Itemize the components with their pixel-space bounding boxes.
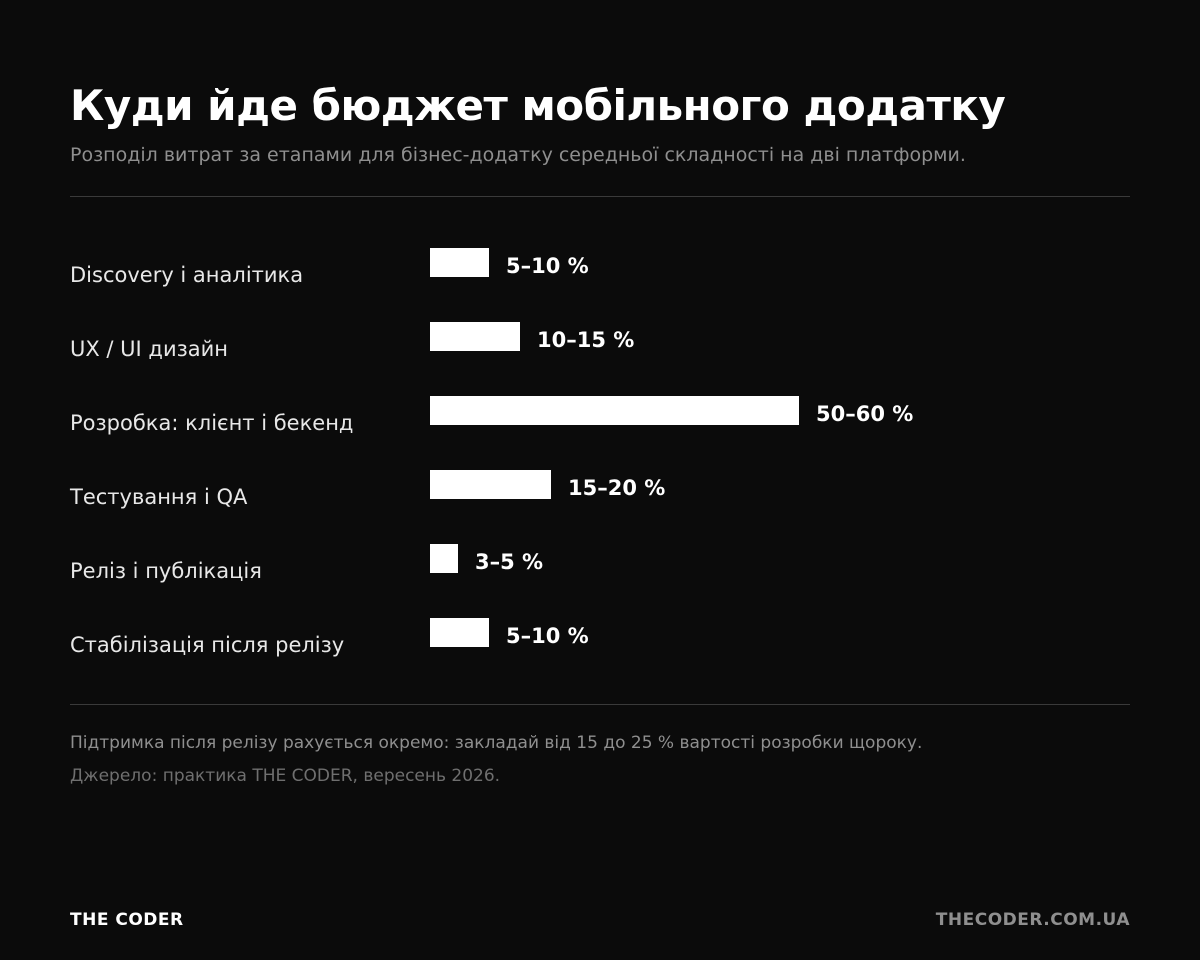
category-label: Discovery і аналітика [70, 263, 303, 287]
category-label: Стабілізація після релізу [70, 633, 344, 657]
value-label: 5–10 % [506, 254, 589, 278]
chart-title: Куди йде бюджет мобільного додатку [70, 81, 1006, 130]
value-label: 50–60 % [816, 402, 913, 426]
category-label: UX / UI дизайн [70, 337, 228, 361]
category-label: Реліз і публікація [70, 559, 262, 583]
bar [430, 322, 520, 351]
top-divider [70, 196, 1130, 197]
value-label: 15–20 % [568, 476, 665, 500]
bar [430, 544, 458, 573]
footnote: Підтримка після релізу рахується окремо:… [70, 733, 923, 753]
bottom-divider [70, 704, 1130, 705]
bar [430, 470, 551, 499]
value-label: 10–15 % [537, 328, 634, 352]
chart-subtitle: Розподіл витрат за етапами для бізнес-до… [70, 144, 966, 166]
category-label: Тестування і QA [69, 485, 248, 509]
category-label: Розробка: клієнт і бекенд [70, 411, 353, 435]
site-url: THECODER.COM.UA [935, 910, 1130, 930]
brand-logo-text: THE CODER [70, 910, 184, 930]
bar [430, 396, 799, 425]
bar [430, 618, 489, 647]
value-label: 5–10 % [506, 624, 589, 648]
bar [430, 248, 489, 277]
source-note: Джерело: практика THE CODER, вересень 20… [70, 766, 501, 786]
value-label: 3–5 % [475, 550, 543, 574]
